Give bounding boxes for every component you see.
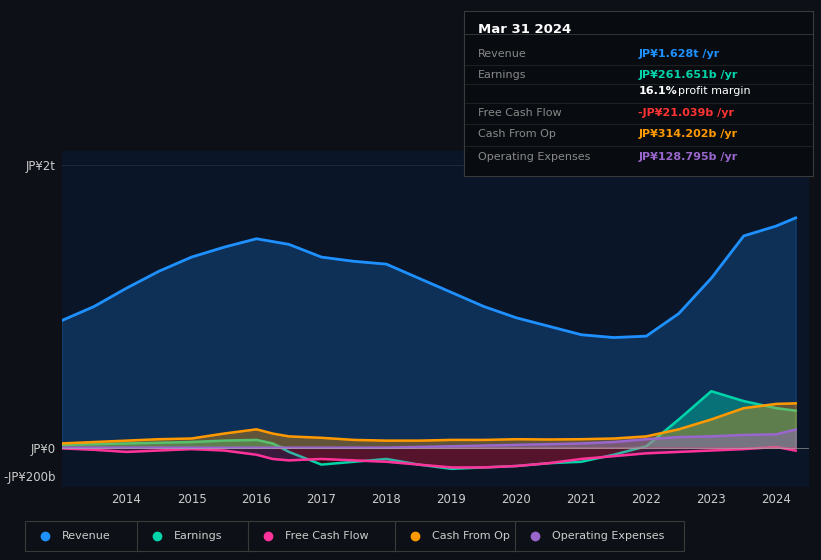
FancyBboxPatch shape <box>25 521 140 551</box>
FancyBboxPatch shape <box>395 521 519 551</box>
Text: Cash From Op: Cash From Op <box>478 129 556 139</box>
Text: Free Cash Flow: Free Cash Flow <box>478 108 562 118</box>
Text: JP¥1.628t /yr: JP¥1.628t /yr <box>639 49 719 59</box>
Text: Cash From Op: Cash From Op <box>432 531 510 541</box>
Text: Revenue: Revenue <box>62 531 110 541</box>
FancyBboxPatch shape <box>249 521 399 551</box>
Text: Mar 31 2024: Mar 31 2024 <box>478 23 571 36</box>
Text: JP¥261.651b /yr: JP¥261.651b /yr <box>639 70 738 80</box>
Text: Operating Expenses: Operating Expenses <box>552 531 664 541</box>
Text: profit margin: profit margin <box>678 86 751 96</box>
Text: 16.1%: 16.1% <box>639 86 677 96</box>
Text: Earnings: Earnings <box>173 531 222 541</box>
FancyBboxPatch shape <box>136 521 252 551</box>
Text: Revenue: Revenue <box>478 49 526 59</box>
Text: Earnings: Earnings <box>478 70 526 80</box>
Text: JP¥314.202b /yr: JP¥314.202b /yr <box>639 129 737 139</box>
Text: -JP¥21.039b /yr: -JP¥21.039b /yr <box>639 108 734 118</box>
Text: JP¥128.795b /yr: JP¥128.795b /yr <box>639 152 737 162</box>
Text: Operating Expenses: Operating Expenses <box>478 152 590 162</box>
FancyBboxPatch shape <box>515 521 685 551</box>
Text: Free Cash Flow: Free Cash Flow <box>286 531 369 541</box>
